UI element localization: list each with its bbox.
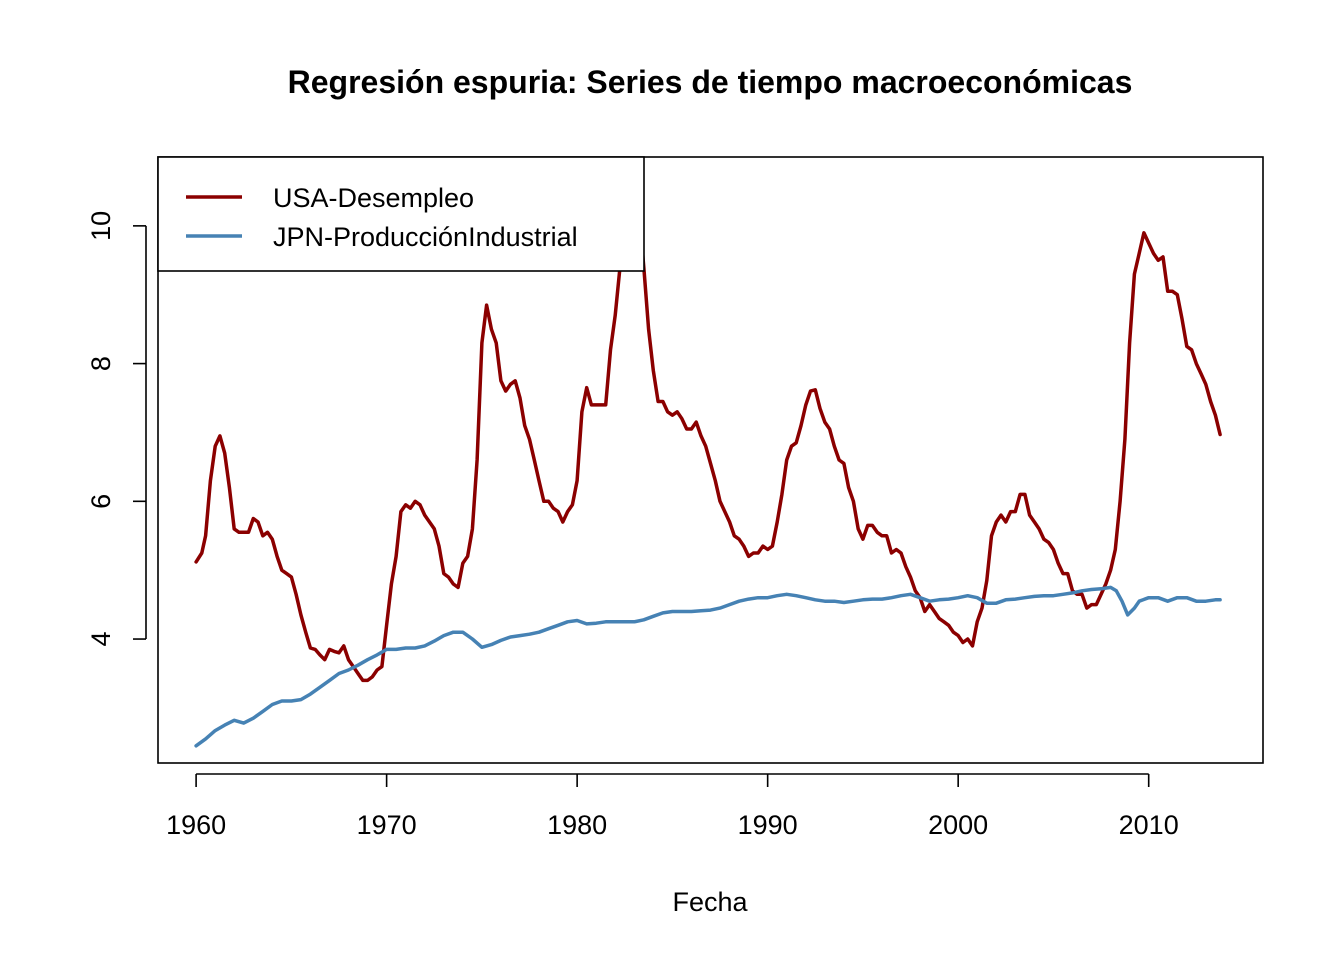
- x-tick-label: 1990: [738, 810, 798, 840]
- x-axis: 1960 1970 1980 1990 2000 2010: [166, 773, 1179, 840]
- series-layer: [194, 175, 1222, 748]
- y-tick-label: 10: [86, 211, 116, 241]
- y-tick-label: 6: [86, 494, 116, 509]
- legend: USA-Desempleo JPN-ProducciónIndustrial: [157, 156, 645, 272]
- y-axis: 4 6 8 10: [86, 211, 147, 647]
- x-axis-label: Fecha: [672, 887, 748, 917]
- legend-label-jpn: JPN-ProducciónIndustrial: [273, 222, 578, 252]
- plot-frame: [157, 156, 1264, 764]
- legend-label-usa: USA-Desempleo: [273, 183, 474, 213]
- x-tick-label: 1980: [547, 810, 607, 840]
- series-line-0: [194, 175, 1222, 683]
- chart-title: Regresión espuria: Series de tiempo macr…: [288, 64, 1133, 100]
- y-tick-label: 4: [86, 632, 116, 647]
- x-tick-label: 1970: [357, 810, 417, 840]
- y-tick-label: 8: [86, 356, 116, 371]
- x-tick-label: 1960: [166, 810, 226, 840]
- x-tick-label: 2010: [1119, 810, 1179, 840]
- x-tick-label: 2000: [928, 810, 988, 840]
- series-line-1: [194, 585, 1222, 748]
- legend-box: [157, 156, 645, 272]
